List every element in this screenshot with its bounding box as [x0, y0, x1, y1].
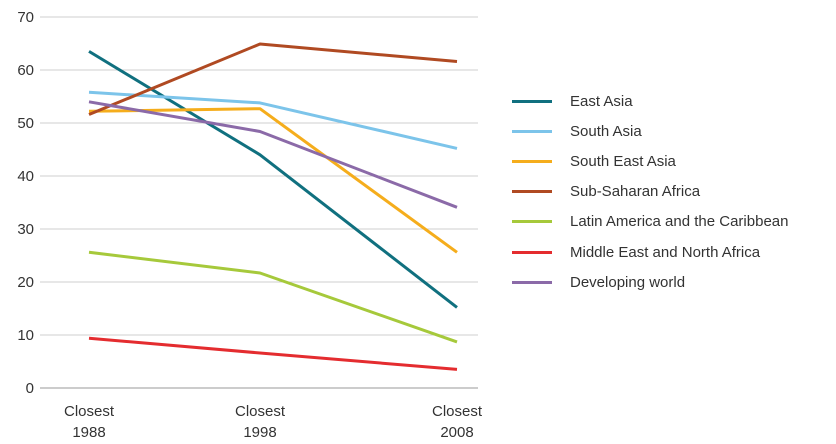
legend-label: Sub-Saharan Africa: [570, 183, 701, 201]
y-tick-label: 10: [17, 327, 34, 344]
legend-item: Sub-Saharan Africa: [512, 177, 788, 207]
series-line-south-east-asia: [88, 107, 458, 254]
series-line-south-asia: [88, 90, 458, 150]
y-tick-label: 70: [17, 9, 34, 26]
legend-label: South East Asia: [570, 152, 676, 170]
legend-item: South East Asia: [512, 146, 788, 176]
x-tick-label-line: Closest: [235, 403, 286, 420]
y-tick-label: 50: [17, 115, 34, 132]
x-tick-label-line: Closest: [64, 403, 115, 420]
y-tick-label: 40: [17, 168, 34, 185]
x-tick-label-line: 1988: [72, 424, 105, 441]
legend-swatch: [512, 190, 552, 194]
legend: East Asia South Asia South East Asia Sub-Sa…: [512, 86, 788, 297]
x-tick-label: Closest 2008: [432, 403, 483, 441]
legend-item: Latin America and the Caribbean: [512, 207, 788, 237]
x-tick-label: Closest 1988: [64, 403, 115, 441]
legend-swatch: [512, 99, 552, 103]
y-tick-label: 30: [17, 221, 34, 238]
legend-swatch: [512, 280, 552, 284]
gridlines: [40, 16, 478, 389]
series-line-developing-world: [88, 100, 458, 209]
legend-item: East Asia: [512, 86, 788, 116]
legend-label: Latin America and the Caribbean: [570, 213, 789, 231]
legend-swatch: [512, 220, 552, 224]
legend-item: South Asia: [512, 116, 788, 146]
series-lines: [88, 42, 458, 371]
legend-item: Middle East and North Africa: [512, 237, 788, 267]
series-line-sub-saharan-africa: [88, 42, 458, 116]
x-axis-tick-labels: Closest 1988 Closest 1998 Closest 2008: [64, 403, 483, 441]
series-line-latin-america-and-the-caribbean: [88, 250, 458, 344]
y-tick-label: 20: [17, 274, 34, 291]
x-tick-label-line: Closest: [432, 403, 483, 420]
legend-label: East Asia: [570, 92, 633, 110]
x-tick-label: Closest 1998: [235, 403, 286, 441]
y-tick-label: 60: [17, 62, 34, 79]
legend-swatch: [512, 250, 552, 254]
legend-swatch: [512, 159, 552, 163]
legend-label: Developing world: [570, 273, 686, 291]
series-line-middle-east-and-north-africa: [88, 336, 458, 371]
x-tick-label-line: 1998: [243, 424, 276, 441]
x-tick-label-line: 2008: [440, 424, 473, 441]
legend-label: Middle East and North Africa: [570, 243, 761, 261]
series-line-east-asia: [88, 50, 458, 309]
y-axis-tick-labels: 0 10 20 30 40 50 60 70: [17, 9, 34, 397]
legend-item: Developing world: [512, 267, 788, 297]
legend-swatch: [512, 129, 552, 133]
legend-label: South Asia: [570, 122, 642, 140]
y-tick-label: 0: [26, 380, 34, 397]
